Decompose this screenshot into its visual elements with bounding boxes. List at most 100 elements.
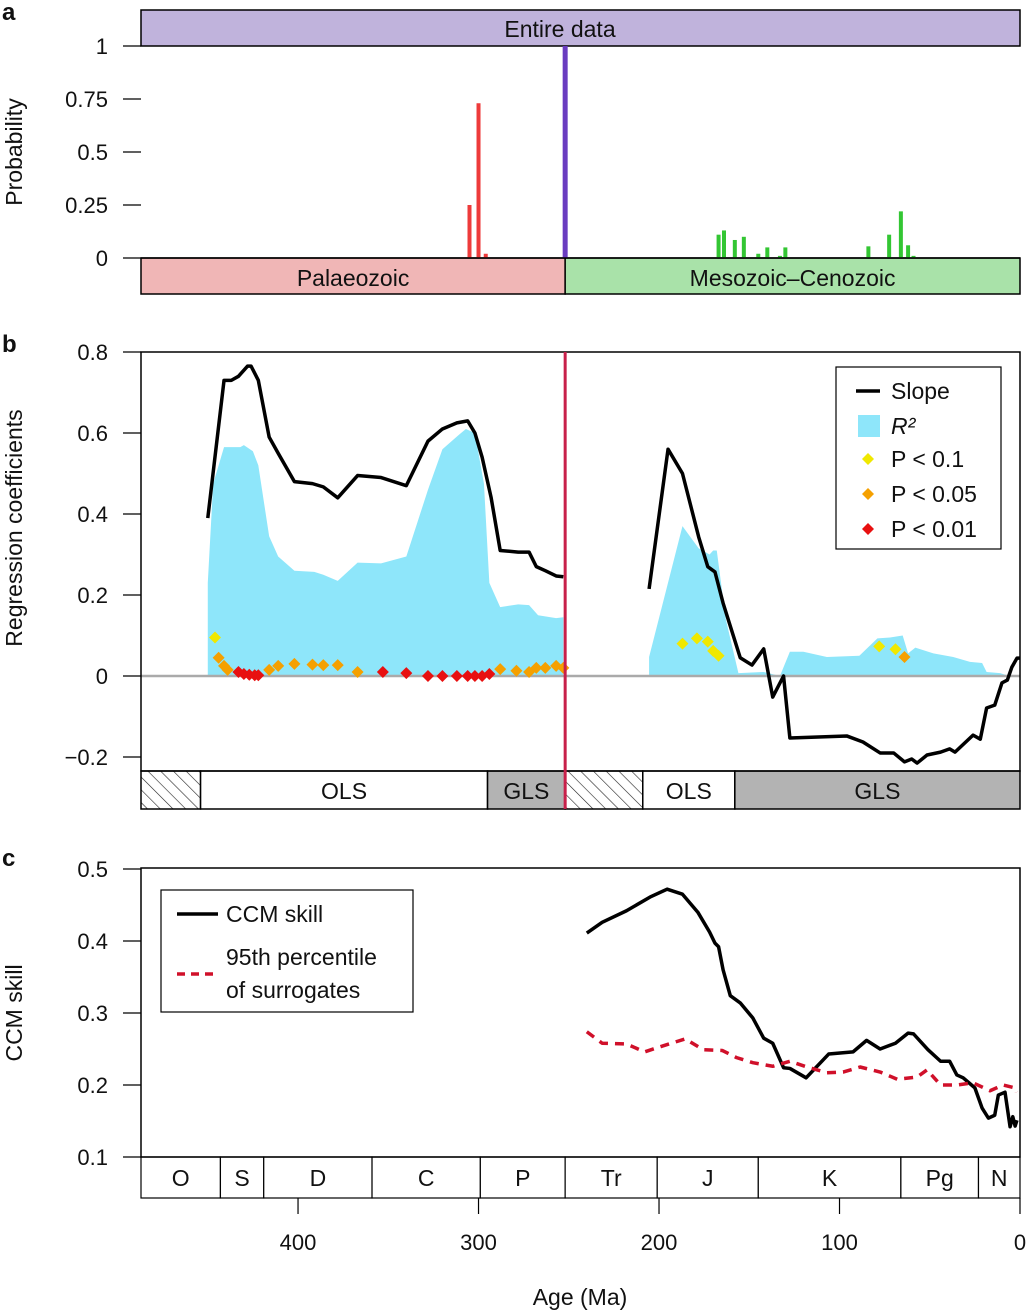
legend-b: Slope R² P < 0.1 P < 0.05 P < 0.01 <box>835 366 1002 550</box>
plot-frame-b <box>140 351 1021 772</box>
legend-r2-swatch <box>858 415 880 437</box>
significance-point-p01 <box>400 667 413 680</box>
panel-letter-c: c <box>2 845 15 872</box>
surrogate-95th-line <box>585 1030 1019 1093</box>
panel-c: O S D C P Tr J K Pg N 0.1 0.2 0.3 0.4 0.5 400 300 200 10… <box>1 857 1026 1310</box>
y-axis-b-tick-label: −0.2 <box>65 745 108 770</box>
probability-bar <box>906 245 911 258</box>
significance-point-p05 <box>272 659 285 672</box>
y-axis-b-tick-label: 0 <box>96 664 108 689</box>
significance-point-p1 <box>690 632 703 645</box>
legend-p05-swatch <box>862 488 874 500</box>
header-strip <box>140 9 1021 47</box>
panel-a: Entire data Palaeozoic Mesozoic–Cenozoic … <box>1 9 1021 295</box>
significance-point-p1 <box>209 631 222 644</box>
y-axis-c-tick-label: 0.5 <box>77 857 108 882</box>
significance-point-p05 <box>306 658 319 671</box>
significance-point-p1 <box>889 643 902 656</box>
significance-point-p05 <box>331 659 344 672</box>
period-label: K <box>822 1165 838 1191</box>
probability-bar <box>467 205 472 258</box>
x-axis-tick-label: 400 <box>280 1230 317 1255</box>
period-label: J <box>702 1165 714 1191</box>
period-cell <box>371 1156 481 1199</box>
legend-surrogate-label-line1: 95th percentile <box>226 944 377 970</box>
period-label: N <box>991 1165 1008 1191</box>
y-axis-a-tick-label: 0.25 <box>65 193 108 218</box>
panel-letter-b: b <box>2 331 17 358</box>
significance-point-p01 <box>450 670 463 682</box>
legend-p01-swatch <box>862 523 874 535</box>
method-segment <box>486 770 566 810</box>
y-axis-c-tick-label: 0.2 <box>77 1073 108 1098</box>
significance-point-p1 <box>701 635 714 648</box>
legend-p1-swatch <box>862 453 874 465</box>
probability-bar <box>777 255 782 258</box>
y-axis-b-tick-label: 0.4 <box>77 502 108 527</box>
y-axis-a-tick-label: 1 <box>96 34 108 59</box>
legend-p05-label: P < 0.05 <box>891 481 977 507</box>
significance-point-p05 <box>351 665 364 678</box>
significance-point-p01 <box>421 670 434 682</box>
legend-ccm-label: CCM skill <box>226 901 323 927</box>
probability-bar <box>741 236 746 258</box>
y-axis-label-a: Probability <box>1 98 27 206</box>
slope-line <box>206 364 564 579</box>
y-axis-b-tick-label: 0.6 <box>77 421 108 446</box>
panel-letter-a: a <box>2 0 16 26</box>
period-label: Pg <box>926 1165 954 1191</box>
era-strip <box>140 257 566 295</box>
panel-b: OLS GLS OLS GLS −0.2 0 0.2 0.4 0.6 0.8 Regressio… <box>1 340 1021 810</box>
legend-p1-label: P < 0.1 <box>891 446 964 472</box>
significance-point-p1 <box>712 649 725 662</box>
significance-point-p01 <box>468 670 481 682</box>
method-segment <box>140 770 202 810</box>
method-label: OLS <box>666 778 712 804</box>
method-label: GLS <box>503 778 549 804</box>
significance-point-p05 <box>539 661 552 674</box>
significance-point-p05 <box>494 663 507 676</box>
significance-point-p01 <box>483 667 496 680</box>
method-label: OLS <box>321 778 367 804</box>
y-axis-b-tick-label: 0.2 <box>77 583 108 608</box>
era-label: Mesozoic–Cenozoic <box>690 265 896 291</box>
significance-point-p05 <box>263 663 276 676</box>
probability-bar <box>898 211 903 258</box>
significance-point-p05 <box>530 661 543 674</box>
period-label: C <box>418 1165 435 1191</box>
legend-surrogate-label-line2: of surrogates <box>226 977 360 1003</box>
probability-bar <box>483 253 488 258</box>
y-axis-b-tick-label: 0.8 <box>77 340 108 365</box>
y-axis-a-tick-label: 0.75 <box>65 87 108 112</box>
period-label: O <box>172 1165 190 1191</box>
period-label: P <box>515 1165 530 1191</box>
significance-point-p05 <box>212 651 225 664</box>
probability-bar <box>716 234 721 258</box>
method-label: GLS <box>854 778 900 804</box>
probability-bar <box>732 239 737 258</box>
legend-p01-label: P < 0.01 <box>891 516 977 542</box>
significance-point-p05 <box>221 663 234 676</box>
period-cell <box>564 1156 658 1199</box>
y-axis-label-c: CCM skill <box>1 964 27 1061</box>
x-axis-tick-label: 300 <box>460 1230 497 1255</box>
era-label: Palaeozoic <box>297 265 410 291</box>
significance-point-p1 <box>676 637 689 650</box>
period-label: D <box>310 1165 327 1191</box>
period-label: S <box>234 1165 249 1191</box>
period-cell <box>757 1156 902 1199</box>
legend-r2-label: R² <box>891 413 917 439</box>
legend-c: CCM skill 95th percentile of surrogates <box>160 889 414 1013</box>
probability-bar <box>562 46 568 258</box>
x-axis-tick-label: 0 <box>1014 1230 1026 1255</box>
probability-bar <box>756 253 761 258</box>
period-cell <box>219 1156 265 1199</box>
slope-line <box>647 447 1020 765</box>
y-axis-c-tick-label: 0.3 <box>77 1001 108 1026</box>
x-axis-label: Age (Ma) <box>533 1284 628 1310</box>
significance-point-p01 <box>461 670 474 682</box>
ccm-skill-line <box>585 887 1019 1129</box>
probability-bar <box>721 230 726 258</box>
y-axis-a-tick-label: 0 <box>96 246 108 271</box>
